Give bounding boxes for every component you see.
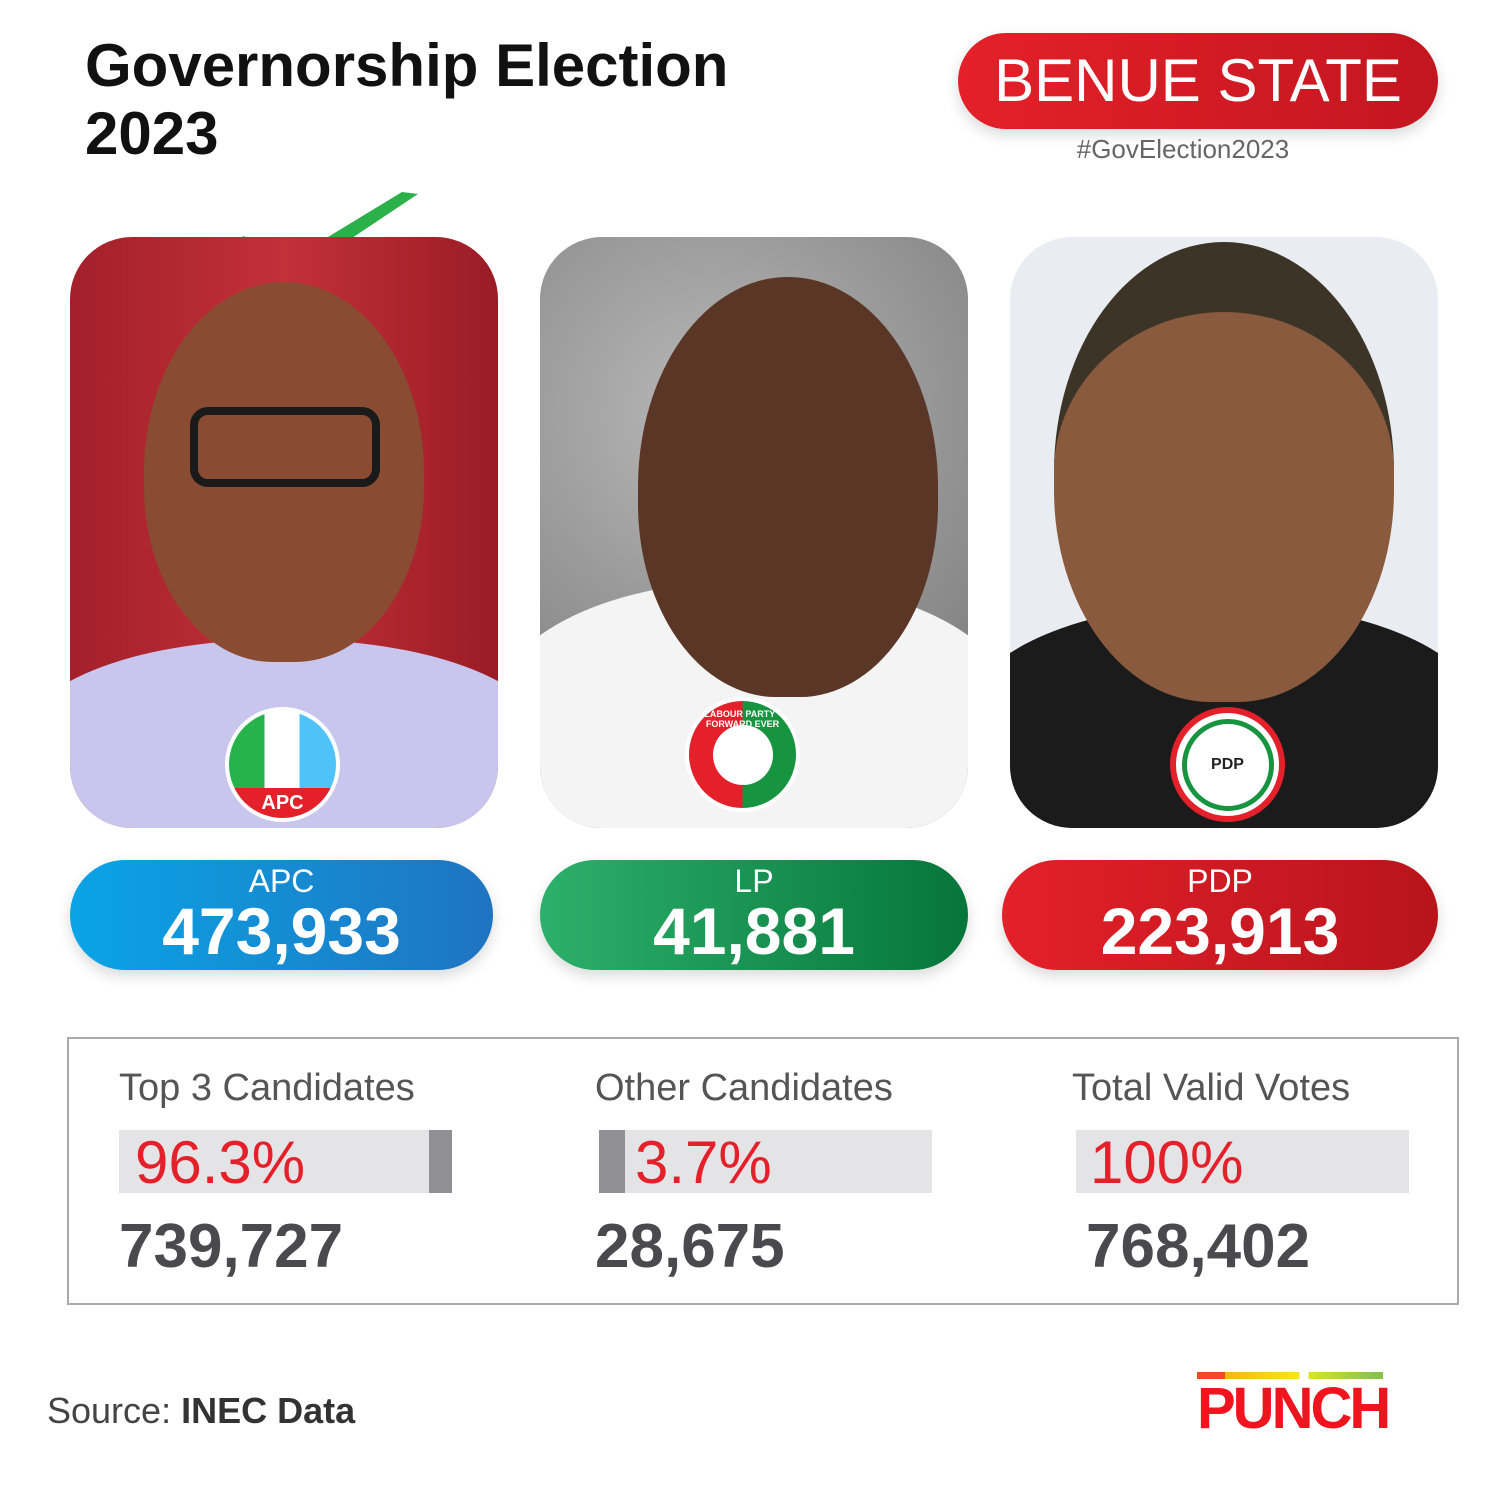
party-name: PDP xyxy=(1187,863,1253,899)
stat-bar: 3.7% xyxy=(599,1129,932,1196)
hashtag: #GovElection2023 xyxy=(1076,134,1290,164)
vote-count: 223,913 xyxy=(1100,894,1340,968)
lp-result: LP 41,881 xyxy=(540,860,968,970)
vote-count: 473,933 xyxy=(162,894,401,968)
stat-value: 768,402 xyxy=(1086,1212,1311,1281)
vote-count: 41,881 xyxy=(653,894,855,968)
source-label: Source: xyxy=(47,1390,172,1431)
pdp-result: PDP 223,913 xyxy=(1002,860,1438,970)
stat-percent: 3.7% xyxy=(635,1129,772,1196)
apc-logo-text: APC xyxy=(229,788,336,818)
stat-others: Other Candidates 3.7% 28,675 xyxy=(595,1067,935,1282)
source-value: INEC Data xyxy=(181,1390,356,1431)
bar-marker xyxy=(429,1130,452,1193)
brand-text: PUNCH xyxy=(1197,1376,1391,1441)
bar-marker xyxy=(599,1130,625,1193)
pdp-logo-text: PDP xyxy=(1211,755,1244,773)
stat-label: Top 3 Candidates xyxy=(119,1067,415,1109)
lp-logo: LABOUR PARTY · FORWARD EVER xyxy=(685,697,800,812)
stat-total: Total Valid Votes 100% 768,402 xyxy=(1072,1067,1412,1282)
candidate-photo-apc: APC xyxy=(70,237,498,828)
pdp-logo: PDP xyxy=(1170,707,1285,822)
apc-result: APC 473,933 xyxy=(70,860,493,970)
source-note: Source: INEC Data xyxy=(47,1390,355,1432)
stat-top3: Top 3 Candidates 96.3% 739,727 xyxy=(119,1067,459,1282)
page-title: Governorship Election 2023 xyxy=(85,32,729,167)
state-badge: BENUE STATE xyxy=(958,33,1438,129)
stat-value: 739,727 xyxy=(119,1212,344,1281)
stats-panel: Top 3 Candidates 96.3% 739,727 Other Can… xyxy=(67,1037,1459,1305)
stat-percent: 100% xyxy=(1090,1129,1244,1196)
stat-label: Other Candidates xyxy=(595,1067,893,1109)
stat-label: Total Valid Votes xyxy=(1072,1067,1351,1109)
punch-logo: PUNCH xyxy=(1197,1372,1391,1441)
party-name: LP xyxy=(734,863,774,899)
stat-bar: 96.3% xyxy=(119,1129,452,1196)
candidate-photo-pdp: PDP xyxy=(1010,237,1438,828)
stat-value: 28,675 xyxy=(595,1212,785,1281)
candidate-photo-lp: LABOUR PARTY · FORWARD EVER xyxy=(540,237,968,828)
party-name: APC xyxy=(248,863,315,899)
glasses xyxy=(190,407,380,487)
apc-logo: APC xyxy=(225,707,340,822)
stat-bar: 100% xyxy=(1076,1129,1409,1196)
lp-logo-text: LABOUR PARTY · FORWARD EVER xyxy=(704,709,781,729)
checkmark-icon xyxy=(228,192,418,288)
stat-percent: 96.3% xyxy=(135,1129,306,1196)
